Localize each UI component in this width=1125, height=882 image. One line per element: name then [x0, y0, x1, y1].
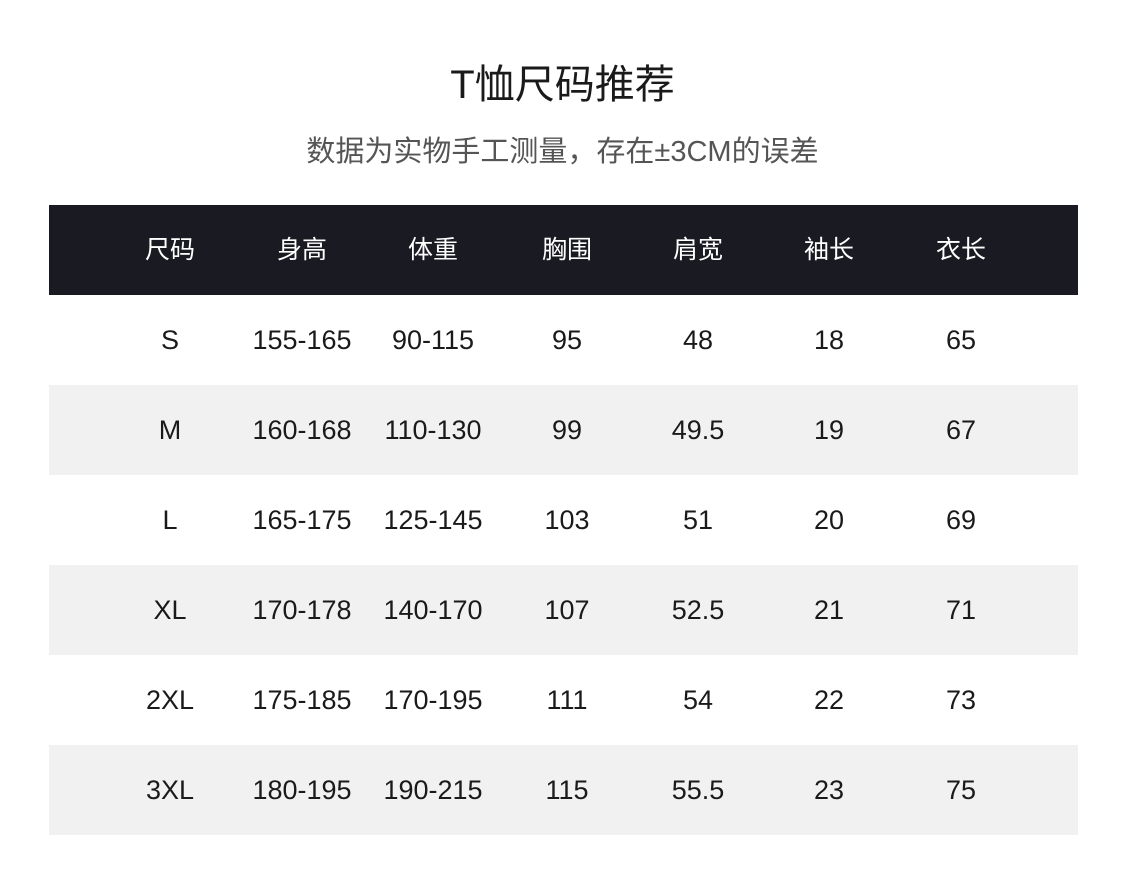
table-cell: 170-178	[252, 595, 352, 625]
table-cell: S	[160, 325, 180, 355]
table-cell: 69	[945, 505, 977, 535]
header-cell: 衣长	[935, 236, 987, 264]
header-cell: 胸围	[541, 236, 593, 264]
header-cell: 肩宽	[672, 236, 724, 264]
table-cell: 23	[813, 775, 845, 805]
table-cell: 65	[945, 325, 977, 355]
table-cell: 170-195	[383, 685, 483, 715]
table-cell: 140-170	[383, 595, 483, 625]
table-cell: 90-115	[391, 325, 475, 355]
table-cell: 52.5	[671, 595, 725, 625]
size-table: 尺码 身高 体重 胸围 肩宽 袖长 衣长 S 155-165 90-115 95 48 18 65 M 160…	[49, 205, 1078, 835]
header-cell: 袖长	[803, 236, 855, 264]
table-header-row: 尺码 身高 体重 胸围 肩宽 袖长 衣长	[49, 205, 1078, 295]
table-cell: 190-215	[383, 775, 483, 805]
table-row: XL 170-178 140-170 107 52.5 21 71	[49, 565, 1078, 655]
table-cell: 160-168	[252, 415, 352, 445]
table-cell: 22	[813, 685, 845, 715]
table-cell: 99	[551, 415, 583, 445]
table-cell: 180-195	[252, 775, 352, 805]
header-cell: 尺码	[144, 236, 196, 264]
table-row: L 165-175 125-145 103 51 20 69	[49, 475, 1078, 565]
table-cell: 73	[945, 685, 977, 715]
page-subtitle: 数据为实物手工测量，存在±3CM的误差	[306, 136, 819, 168]
table-cell: 49.5	[671, 415, 725, 445]
table-cell: 19	[813, 415, 845, 445]
table-cell: 67	[945, 415, 977, 445]
header-cell: 体重	[407, 236, 459, 264]
table-cell: 175-185	[252, 685, 352, 715]
table-cell: 20	[813, 505, 845, 535]
table-row: S 155-165 90-115 95 48 18 65	[49, 295, 1078, 385]
table-cell: 55.5	[671, 775, 725, 805]
table-cell: L	[162, 505, 178, 535]
table-cell: 165-175	[252, 505, 352, 535]
table-cell: 54	[682, 685, 714, 715]
table-cell: 110-130	[384, 415, 482, 445]
table-cell: 71	[945, 595, 977, 625]
table-cell: 111	[546, 685, 588, 715]
table-cell: 115	[545, 775, 589, 805]
table-cell: 107	[544, 595, 590, 625]
table-cell: M	[158, 415, 182, 445]
table-cell: 51	[682, 505, 714, 535]
page-title: T恤尺码推荐	[450, 63, 675, 107]
table-row: M 160-168 110-130 99 49.5 19 67	[49, 385, 1078, 475]
table-row: 2XL 175-185 170-195 111 54 22 73	[49, 655, 1078, 745]
table-cell: 21	[813, 595, 845, 625]
table-cell: 95	[551, 325, 583, 355]
table-cell: XL	[153, 595, 187, 625]
table-row: 3XL 180-195 190-215 115 55.5 23 75	[49, 745, 1078, 835]
table-cell: 155-165	[252, 325, 352, 355]
header-cell: 身高	[276, 236, 328, 264]
table-cell: 2XL	[145, 685, 195, 715]
table-cell: 3XL	[145, 775, 195, 805]
table-cell: 18	[813, 325, 845, 355]
table-cell: 103	[544, 505, 590, 535]
table-cell: 125-145	[383, 505, 483, 535]
table-cell: 75	[945, 775, 977, 805]
table-cell: 48	[682, 325, 714, 355]
